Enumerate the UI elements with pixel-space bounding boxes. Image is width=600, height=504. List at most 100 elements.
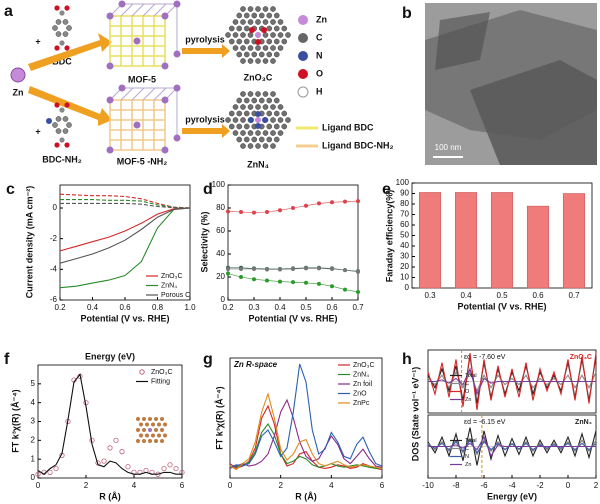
x-axis-label: Potential (V vs. RHE) [457,301,546,311]
atom [236,38,243,45]
series-line [427,370,597,393]
atom [255,130,261,136]
atom [243,110,250,117]
marker [47,469,53,475]
series-line [229,423,382,469]
atom [247,6,254,12]
atom [270,117,276,123]
y-tick-label: 100 [396,178,410,187]
y-axis-label: Faraday efficiency(%) [384,190,394,283]
atom [240,6,246,12]
x-tick-label: 0.6 [326,303,338,312]
atom [247,58,254,64]
y-axis-label: Selectivity (%) [199,211,209,272]
x-tick-label: 0.4 [460,291,472,300]
atom [228,110,235,117]
x-axis-label: Energy (eV) [487,491,537,501]
series-line [59,207,191,252]
atom [54,45,60,51]
node [161,62,169,70]
atom [273,136,280,143]
x-tick-label: 6 [180,481,185,490]
product-label: ZnO₃C [244,72,273,82]
inset-atom [160,417,164,421]
y-axis-label: DOS (State vol⁻¹ eV⁻¹) [410,367,420,462]
marker [161,465,167,472]
arrow [28,86,112,126]
framework [153,3,167,17]
annotation: εd = -6.15 eV [464,419,506,426]
marker [316,201,321,206]
marker [355,199,360,204]
atom [243,123,250,130]
atom [262,130,269,136]
zn-atom [10,67,26,83]
atom [266,25,273,32]
atom [262,19,269,25]
atom [62,116,69,122]
marker [264,210,269,215]
legend-atom [298,33,308,43]
node [118,0,126,8]
atom [255,117,261,123]
atom [255,39,261,45]
y-tick-label: 3 [31,417,36,426]
atom [248,117,254,123]
inset-atom [136,417,140,421]
marker [329,284,334,289]
series-line [60,202,191,209]
inset-atom [160,428,164,432]
marker [119,449,125,455]
node [106,96,114,104]
legend-text: C [316,32,323,42]
atom [273,25,280,32]
y-tick-label: 5 [31,379,36,388]
atom [66,25,72,31]
atom [52,25,58,31]
scale-bar-label: 100 nm [435,143,462,152]
legend-label: ZnN₄ [161,282,177,289]
x-tick-label: 0.2 [54,303,66,312]
atom [64,45,70,51]
atom [262,58,269,64]
series-line [229,363,383,468]
atom [62,31,69,37]
bar [490,192,514,289]
atom [240,104,246,110]
legend-label: Total [465,373,477,379]
bar [454,192,478,289]
atom [240,45,246,51]
y-tick-label: 4 [31,398,36,407]
marker [355,289,360,294]
chart: d Selectivity (%) Potential (V vs. RHE) 0 20… [199,180,364,323]
inset-atom [154,417,158,421]
x-tick-label: -8 [452,481,460,490]
chart-title: Energy (eV) [85,351,135,361]
marker [303,266,308,271]
inset-atom [148,428,152,432]
atom [270,19,276,25]
atom [243,12,250,19]
legend-text: Zn [316,14,327,24]
atom [228,38,235,45]
x-tick-label: -6 [480,481,488,490]
marker [316,281,321,286]
tem-flake [435,12,490,70]
x-tick-label: 0.4 [274,303,286,312]
y-tick-label: 80 [216,203,225,212]
atom [232,117,239,123]
atom [251,136,258,143]
legend-label: Zn [465,397,471,403]
y-tick-label: 40 [216,249,225,258]
marker [329,266,334,271]
bar [562,193,586,289]
atom [270,130,276,136]
x-axis-label: R (Å) [99,491,121,501]
marker [277,208,282,213]
tem-flake [470,60,597,165]
atom [255,143,261,149]
atom [262,6,269,12]
x-tick-label: 0 [36,481,41,490]
x-tick-label: 0.2 [222,303,234,312]
atom [228,25,235,32]
